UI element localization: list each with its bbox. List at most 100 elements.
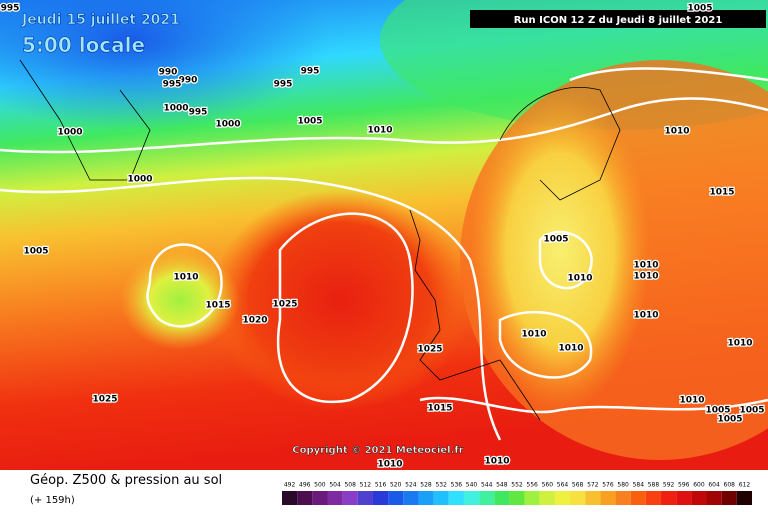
legend-swatch <box>630 491 646 505</box>
legend-label: 608 <box>724 482 736 489</box>
legend-label: 564 <box>557 482 569 489</box>
legend-swatch <box>463 491 480 505</box>
legend-label: 512 <box>360 482 372 489</box>
isobar-label: 1010 <box>727 339 752 349</box>
forecast-date: Jeudi 15 juillet 2021 <box>21 12 180 28</box>
isobar-label: 995 <box>189 108 208 118</box>
legend-swatch <box>433 491 449 505</box>
isobar-label: 1025 <box>92 395 117 405</box>
isobar-label: 1010 <box>367 126 392 136</box>
isobar-label: 1020 <box>242 316 267 326</box>
legend-label: 544 <box>481 482 493 489</box>
legend-label: 612 <box>739 482 751 489</box>
isobar-label: 990 <box>159 68 178 78</box>
legend-swatch <box>600 491 616 505</box>
isobar-label: 995 <box>301 67 320 77</box>
isobar-label: 1000 <box>57 128 82 138</box>
legend-swatch <box>570 491 586 505</box>
legend-label: 604 <box>708 482 720 489</box>
legend-swatch <box>388 491 404 505</box>
legend-label: 520 <box>390 482 402 489</box>
isobar-label: 1010 <box>633 311 658 321</box>
isobar-label: 1010 <box>664 127 689 137</box>
legend-label: 524 <box>405 482 417 489</box>
run-info: Run ICON 12 Z du Jeudi 8 juillet 2021 <box>514 15 723 26</box>
isobar-label: 1010 <box>558 344 583 354</box>
legend-label: 528 <box>420 482 432 489</box>
legend-swatch <box>418 491 434 505</box>
legend-swatch <box>585 491 601 505</box>
legend-swatch <box>312 491 328 505</box>
isobar-label: 1005 <box>687 4 712 14</box>
isobar-label: 1015 <box>709 188 734 198</box>
legend-label: 584 <box>633 482 645 489</box>
isobar-label: 995 <box>1 4 20 14</box>
legend-swatch <box>706 491 722 505</box>
isobar-label: 995 <box>163 80 182 90</box>
legend-label: 588 <box>648 482 660 489</box>
isobar-label: 1010 <box>679 396 704 406</box>
legend-swatch <box>676 491 692 505</box>
isobar-label: 1000 <box>215 120 240 130</box>
legend-swatch <box>448 491 464 505</box>
legend-label: 496 <box>299 482 311 489</box>
legend-swatch <box>736 491 752 505</box>
legend-label: 592 <box>663 482 675 489</box>
isobar-label: 1010 <box>633 261 658 271</box>
legend-swatch <box>357 491 373 505</box>
legend-swatch <box>691 491 707 505</box>
legend: 492 496 500 504 508 512 516 520 524 528 532 536 540 5… <box>282 482 752 505</box>
isobar-label: 1005 <box>297 117 322 127</box>
isobar-label: 1005 <box>705 406 730 416</box>
legend-label: 568 <box>572 482 584 489</box>
isobar-label: 1010 <box>567 274 592 284</box>
isobar-label: 1005 <box>739 406 764 416</box>
high-core <box>210 190 470 410</box>
isobar-label: 1025 <box>272 300 297 310</box>
isobar-label: 1005 <box>543 235 568 245</box>
coastlines <box>19 59 621 421</box>
legend-swatch <box>661 491 677 505</box>
low-area <box>0 0 330 130</box>
legend-swatch <box>403 491 419 505</box>
legend-label: 572 <box>587 482 599 489</box>
legend-swatch <box>327 491 343 505</box>
isobar-label: 990 <box>179 76 198 86</box>
run-box <box>470 10 766 28</box>
legend-swatch <box>342 491 358 505</box>
isobar-label: 1025 <box>417 345 442 355</box>
legend-label: 508 <box>344 482 356 489</box>
legend-label: 532 <box>435 482 447 489</box>
legend-label: 516 <box>375 482 387 489</box>
isobar-label: 995 <box>274 80 293 90</box>
isobar-label: 1010 <box>521 330 546 340</box>
legend-swatch <box>539 491 555 505</box>
isobar-label: 1000 <box>127 175 152 185</box>
legend-swatch <box>554 491 571 505</box>
legend-swatch <box>297 491 313 505</box>
isobar-label: 1005 <box>717 415 742 425</box>
legend-swatch <box>721 491 737 505</box>
legend-label: 596 <box>678 482 690 489</box>
forecast-time: 5:00 locale <box>22 33 145 57</box>
legend-label: 540 <box>466 482 478 489</box>
legend-label: 556 <box>526 482 538 489</box>
isobar-label: 1015 <box>205 301 230 311</box>
legend-label: 492 <box>284 482 296 489</box>
legend-swatch <box>494 491 510 505</box>
isobar-label: 1010 <box>633 272 658 282</box>
legend-label: 504 <box>329 482 341 489</box>
footer-subtitle: (+ 159h) <box>30 495 75 506</box>
legend-swatch <box>509 491 525 505</box>
isobar-label: 1000 <box>163 104 188 114</box>
legend-label: 500 <box>314 482 326 489</box>
legend-swatch <box>524 491 540 505</box>
isobars <box>0 67 768 441</box>
legend-label: 536 <box>451 482 463 489</box>
legend-swatch <box>615 491 631 505</box>
footer-title: Géop. Z500 & pression au sol <box>30 473 222 488</box>
legend-swatch <box>645 491 662 505</box>
isobar-label: 1015 <box>427 404 452 414</box>
